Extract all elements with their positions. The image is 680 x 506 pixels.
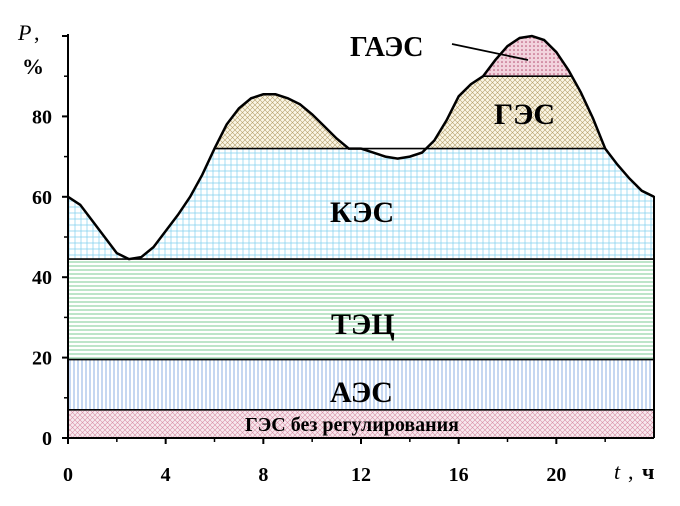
x-axis-unit: ч <box>642 459 654 484</box>
y-tick-label: 40 <box>32 267 52 289</box>
label-gaes-pointer <box>451 43 529 61</box>
x-tick-label: 16 <box>449 464 469 486</box>
y-axis-label: P , % <box>17 20 44 79</box>
x-tick-label: 0 <box>63 464 73 486</box>
x-tick-label: 20 <box>546 464 566 486</box>
band-4 <box>68 76 654 149</box>
axis-ticks: 0 4 8 12 16 20 0 20 40 60 80 <box>32 35 606 486</box>
y-tick-label: 80 <box>32 106 52 128</box>
y-tick-label: 0 <box>42 428 52 450</box>
y-tick-label: 60 <box>32 187 52 209</box>
label-tec: ТЭЦ <box>331 308 395 341</box>
x-axis-label: t , ч <box>614 459 654 484</box>
band-2 <box>68 259 654 360</box>
x-axis-symbol: t <box>614 459 621 484</box>
label-ges-unregulated: ГЭС без регулирования <box>245 414 459 436</box>
zone-labels: ГАЭС ГЭС КЭС ТЭЦ АЭС ГЭС без регулирован… <box>245 32 555 436</box>
load-curve <box>67 34 655 261</box>
label-gaes: ГАЭС <box>350 32 424 63</box>
label-aes: АЭС <box>330 376 393 409</box>
band-1 <box>68 359 654 410</box>
band-boundaries <box>68 75 654 411</box>
y-axis-comma: , <box>34 20 40 45</box>
label-kes: КЭС <box>330 196 394 229</box>
y-axis-unit: % <box>22 54 44 79</box>
y-tick-label: 20 <box>32 348 52 370</box>
band-0 <box>68 409 654 438</box>
x-axis-comma: , <box>628 459 634 484</box>
x-tick-label: 8 <box>258 464 268 486</box>
x-tick-label: 12 <box>351 464 371 486</box>
y-axis-symbol: P <box>17 20 31 45</box>
x-tick-label: 4 <box>161 464 171 486</box>
label-ges: ГЭС <box>494 98 555 131</box>
